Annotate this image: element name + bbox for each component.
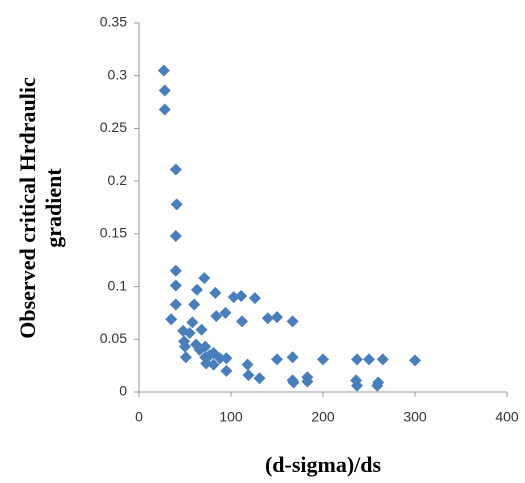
point <box>165 313 178 326</box>
point <box>209 286 222 299</box>
point <box>183 326 196 339</box>
point <box>219 306 232 319</box>
point <box>179 351 192 364</box>
point <box>317 353 329 366</box>
point <box>253 372 266 385</box>
point <box>287 376 300 389</box>
point <box>188 298 201 311</box>
point <box>286 315 299 328</box>
point <box>186 316 199 329</box>
point <box>351 353 364 366</box>
point <box>169 298 182 311</box>
y-axis-title: gradient <box>41 168 66 248</box>
x-tick-label: 200 <box>311 409 335 425</box>
point <box>169 229 182 242</box>
point <box>158 103 171 116</box>
point <box>271 311 283 324</box>
y-tick-label: 0.05 <box>100 330 127 346</box>
point <box>351 379 364 392</box>
point <box>271 353 283 366</box>
point <box>195 323 208 336</box>
point <box>207 358 220 371</box>
point <box>371 379 384 392</box>
x-tick-label: 400 <box>495 409 519 425</box>
point <box>200 357 213 370</box>
point <box>241 358 254 371</box>
y-tick-label: 0.35 <box>100 14 127 30</box>
point <box>376 353 389 366</box>
point <box>198 272 211 285</box>
y-tick-label: 0.3 <box>108 66 128 82</box>
point <box>242 369 255 382</box>
y-tick-label: 0 <box>119 383 127 399</box>
point <box>286 351 299 364</box>
point <box>227 291 240 304</box>
point <box>236 315 249 328</box>
point <box>220 364 233 377</box>
point <box>190 283 203 296</box>
y-axis-title: Observed critical Hrdraulic <box>15 77 40 339</box>
point <box>157 64 170 77</box>
point <box>248 292 261 305</box>
x-tick-label: 300 <box>403 409 427 425</box>
x-tick-label: 100 <box>219 409 243 425</box>
point <box>210 310 223 323</box>
point <box>363 353 375 366</box>
point <box>169 163 182 176</box>
point <box>170 198 183 211</box>
point <box>199 340 212 353</box>
point <box>169 264 182 277</box>
y-tick-label: 0.25 <box>100 119 127 135</box>
point <box>220 352 233 365</box>
y-tick-label: 0.2 <box>108 172 128 188</box>
point <box>213 352 226 365</box>
x-axis-title: (d-sigma)/ds <box>265 452 382 477</box>
point <box>235 290 248 303</box>
y-tick-label: 0.1 <box>108 277 128 293</box>
point <box>301 375 314 388</box>
y-tick-label: 0.15 <box>100 225 127 241</box>
point <box>169 279 182 292</box>
point <box>179 340 191 353</box>
point <box>409 354 421 367</box>
x-tick-label: 0 <box>135 409 143 425</box>
point <box>158 84 171 97</box>
point <box>261 312 274 325</box>
